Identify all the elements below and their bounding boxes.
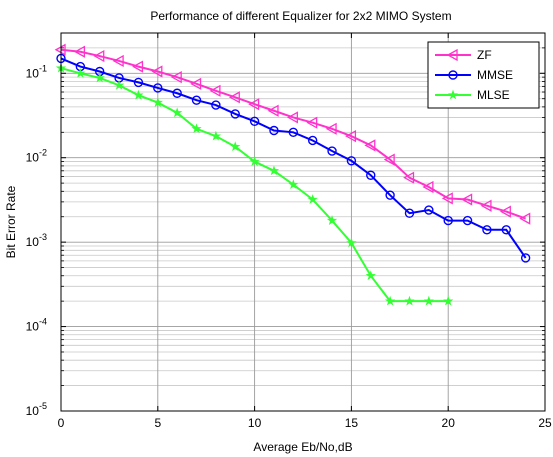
series-mlse	[55, 62, 454, 306]
zf-marker	[267, 104, 279, 117]
zf-marker	[286, 111, 298, 124]
mmse-marker	[249, 116, 260, 126]
mmse-marker	[153, 83, 163, 93]
mmse-marker	[327, 146, 337, 156]
mmse-marker	[230, 109, 240, 119]
mlse-marker	[288, 179, 299, 190]
mlse-marker	[365, 270, 376, 281]
mlse-marker	[210, 130, 222, 141]
legend-item-zf: ZF	[435, 48, 492, 62]
grid-minor	[61, 47, 545, 386]
zf-marker	[480, 199, 492, 212]
zf-marker	[364, 139, 376, 152]
zf-marker	[248, 98, 260, 111]
x-tick-label: 25	[538, 416, 552, 430]
y-tick-label: 10-1	[26, 63, 47, 80]
zf-marker	[383, 153, 395, 166]
zf-marker	[403, 171, 415, 184]
chart-title: Performance of different Equalizer for 2…	[150, 9, 451, 23]
zf-marker	[345, 130, 357, 143]
mmse-marker	[191, 95, 202, 105]
zf-marker	[306, 116, 318, 129]
mmse-marker	[385, 190, 395, 200]
mmse-marker	[424, 205, 434, 215]
mmse-marker	[482, 225, 492, 235]
mlse-marker	[152, 97, 163, 107]
legend-item-mlse: MLSE	[435, 88, 510, 102]
mlse-marker	[423, 295, 434, 306]
mlse-marker	[268, 165, 280, 176]
mlse-marker	[249, 156, 260, 166]
mmse-marker	[520, 253, 531, 263]
mlse-marker	[346, 237, 357, 248]
mlse-marker	[326, 215, 338, 225]
mlse-marker	[94, 72, 105, 83]
legend-label: MMSE	[477, 68, 513, 82]
zf-marker	[519, 212, 531, 225]
zf-marker	[112, 54, 124, 68]
y-tick-labels: 10-5 10-4 10-3 10-2 10-1	[26, 63, 47, 418]
mmse-marker	[133, 77, 144, 88]
mlse-marker	[307, 194, 318, 204]
x-tick-label: 0	[58, 416, 65, 430]
zf-marker	[151, 65, 163, 78]
legend: ZF MMSE MLSE	[427, 41, 540, 109]
legend-label: ZF	[477, 48, 492, 62]
mmse-marker	[269, 125, 279, 136]
mmse-marker	[288, 127, 299, 137]
zf-marker	[93, 49, 105, 63]
mmse-marker	[501, 225, 511, 235]
mmse-line	[60, 57, 527, 259]
mlse-marker	[113, 79, 125, 90]
mmse-marker	[172, 88, 182, 98]
legend-label: MLSE	[477, 88, 510, 102]
x-tick-labels: 0 5 10 15 20 25	[58, 416, 552, 430]
zf-marker	[190, 77, 202, 90]
mmse-marker	[346, 156, 357, 166]
mlse-marker	[447, 89, 459, 100]
zf-marker	[461, 193, 473, 206]
y-axis-label: Bit Error Rate	[4, 185, 18, 258]
x-tick-label: 10	[248, 416, 262, 430]
mlse-marker	[443, 295, 454, 306]
y-tick-label: 10-2	[26, 148, 47, 165]
x-tick-label: 15	[345, 416, 359, 430]
zf-marker	[325, 122, 337, 135]
mmse-marker	[307, 135, 318, 146]
zf-marker	[74, 45, 86, 58]
zf-marker	[170, 71, 182, 84]
mmse-marker	[404, 208, 415, 218]
zf-marker	[209, 84, 221, 97]
zf-marker	[422, 180, 434, 194]
zf-marker	[441, 192, 453, 205]
mmse-marker	[211, 100, 221, 110]
y-tick-label: 10-4	[26, 317, 47, 334]
x-tick-label: 5	[154, 416, 161, 430]
x-axis-label: Average Eb/No,dB	[253, 440, 352, 454]
legend-item-mmse: MMSE	[435, 68, 513, 82]
mmse-marker	[448, 70, 458, 80]
zf-line	[60, 48, 526, 220]
zf-marker	[446, 48, 458, 62]
series-layer	[54, 43, 531, 306]
zf-marker	[499, 205, 511, 218]
ticks-layer	[60, 33, 546, 412]
plot-frame	[60, 32, 546, 412]
mlse-marker	[191, 123, 202, 134]
mmse-marker	[462, 215, 473, 226]
mmse-marker	[443, 215, 453, 226]
x-tick-label: 20	[442, 416, 456, 430]
mmse-marker	[366, 170, 376, 180]
mlse-marker	[384, 295, 396, 306]
y-tick-label: 10-3	[26, 232, 47, 249]
mlse-marker	[75, 67, 86, 78]
mlse-marker	[230, 141, 241, 152]
zf-marker	[132, 60, 144, 73]
mlse-marker	[172, 107, 183, 118]
mlse-marker	[404, 295, 415, 306]
y-tick-label: 10-5	[26, 401, 47, 418]
zf-marker	[228, 91, 240, 104]
mlse-marker	[133, 89, 144, 100]
